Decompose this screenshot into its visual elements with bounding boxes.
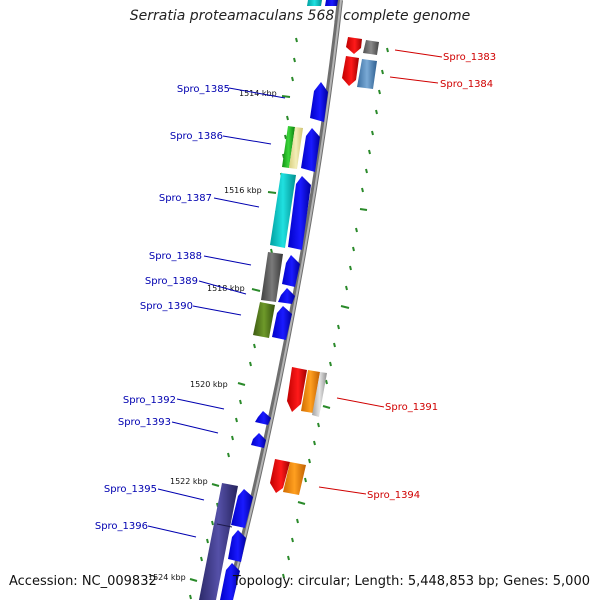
leader-line — [176, 398, 225, 410]
feature-block-1388 — [261, 252, 283, 302]
gene-arrow-bottom — [220, 563, 240, 600]
leader-line — [157, 488, 205, 501]
gene-arrow-spro-1390 — [272, 306, 292, 340]
gene-label-left[interactable]: Spro_1389 — [145, 276, 198, 287]
gene-arrow-spro-1394 — [270, 459, 306, 495]
gene-arrow-spro-1393 — [251, 433, 266, 448]
leader-line — [318, 486, 367, 495]
accession-text: Accession: NC_009832 — [9, 574, 157, 589]
gene-arrow-spro-1391 — [287, 367, 327, 417]
gene-arrow-spro-1386 — [301, 128, 320, 172]
genome-summary-text: Topology: circular; Length: 5,448,853 bp… — [232, 574, 590, 589]
scale-label: 1522 kbp — [170, 477, 208, 486]
leader-line — [228, 87, 286, 99]
gene-label-left[interactable]: Spro_1385 — [177, 84, 230, 95]
gene-label-left[interactable]: Spro_1393 — [118, 417, 171, 428]
gene-feature-top-cyan — [307, 0, 322, 6]
leader-line — [222, 135, 272, 145]
leader-line — [213, 197, 260, 208]
gene-label-right[interactable]: Spro_1384 — [440, 79, 493, 90]
gene-label-left[interactable]: Spro_1390 — [140, 301, 193, 312]
scale-label: 1516 kbp — [224, 186, 262, 195]
feature-block-1390 — [253, 302, 275, 338]
gene-label-right[interactable]: Spro_1383 — [443, 52, 496, 63]
gene-arrow-spro-1388 — [282, 255, 300, 287]
leader-line — [394, 49, 443, 58]
gene-label-left[interactable]: Spro_1392 — [123, 395, 176, 406]
gene-label-right[interactable]: Spro_1391 — [385, 402, 438, 413]
gene-arrow-spro-1385 — [310, 82, 328, 122]
genome-backbone-highlight — [228, 0, 342, 600]
gene-label-left[interactable]: Spro_1388 — [149, 251, 202, 262]
leader-line — [389, 76, 439, 84]
scale-ring-outer — [282, 47, 389, 579]
gene-label-right[interactable]: Spro_1394 — [367, 490, 420, 501]
leader-line — [171, 421, 219, 434]
feature-block-1386 — [282, 126, 303, 169]
gene-arrow-spro-1383 — [346, 37, 379, 55]
gene-arrow-spro-1384 — [342, 56, 377, 89]
gene-feature-top-blue — [325, 0, 338, 6]
gene-arrow-spro-1396 — [228, 530, 246, 562]
gene-label-left[interactable]: Spro_1395 — [104, 484, 157, 495]
feature-block-1395 — [199, 483, 238, 600]
leader-line — [336, 397, 385, 408]
scale-label: 1520 kbp — [190, 380, 228, 389]
gene-arrow-spro-1392 — [255, 411, 271, 425]
gene-label-left[interactable]: Spro_1387 — [159, 193, 212, 204]
scale-label: 1524 kbp — [148, 573, 186, 582]
gene-arrow-spro-1395 — [231, 489, 253, 528]
map-title: Serratia proteamaculans 568, complete ge… — [129, 8, 471, 24]
leader-line — [192, 305, 242, 316]
gene-label-left[interactable]: Spro_1386 — [170, 131, 223, 142]
gene-label-left[interactable]: Spro_1396 — [95, 521, 148, 532]
leader-line — [198, 280, 247, 295]
leader-line — [147, 525, 197, 538]
leader-line — [203, 255, 252, 266]
feature-block-1387 — [270, 173, 296, 248]
gene-arrow-spro-1387 — [288, 176, 311, 250]
gene-arrow-spro-1389 — [278, 288, 295, 304]
